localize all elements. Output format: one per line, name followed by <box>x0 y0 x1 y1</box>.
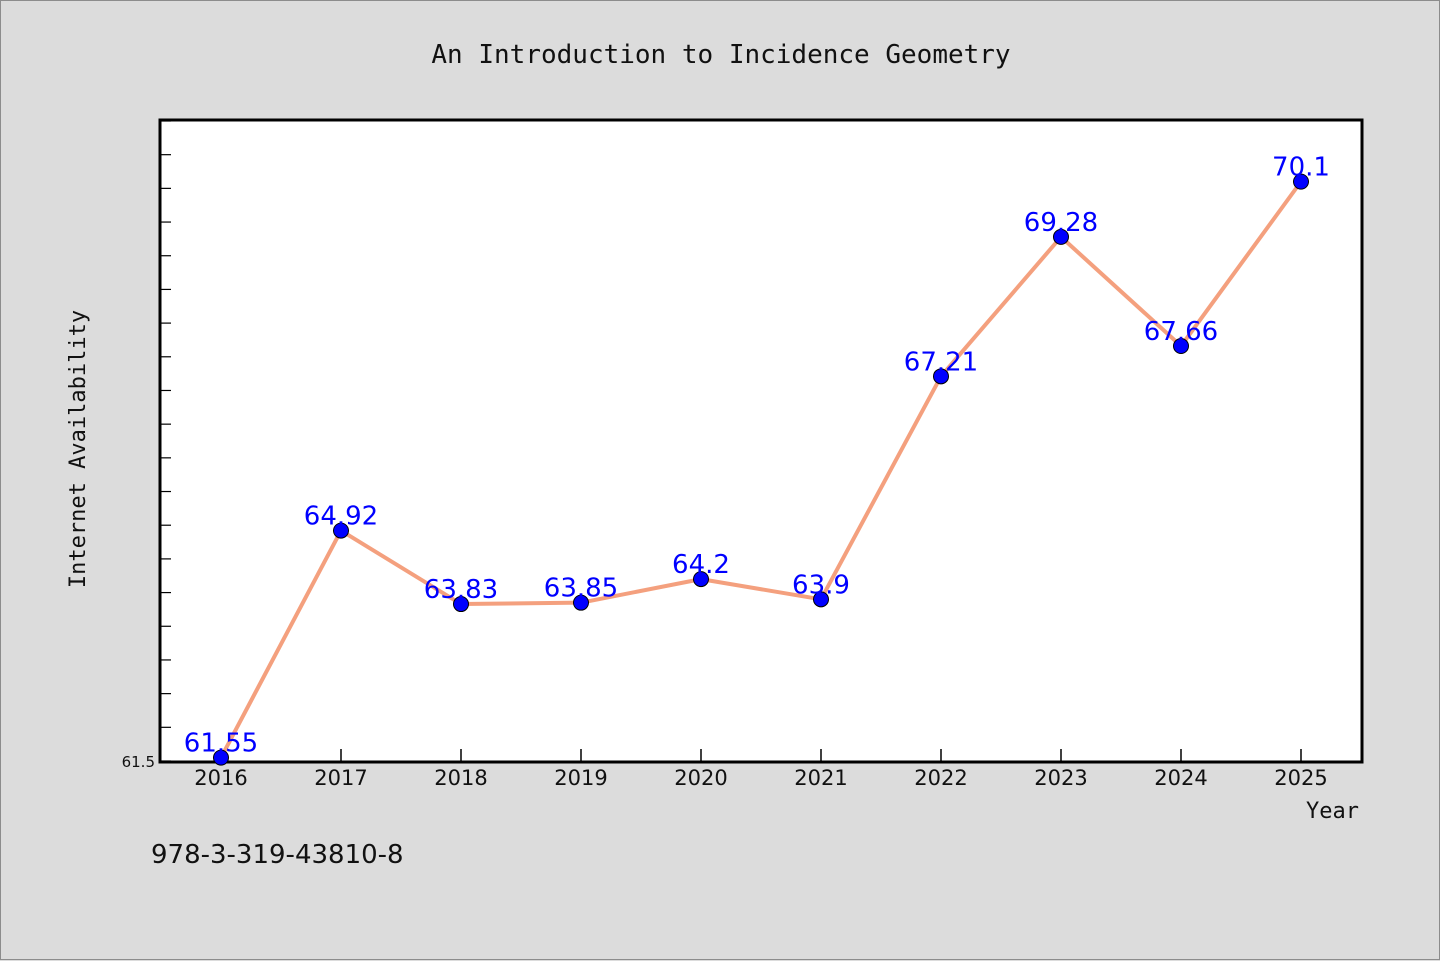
data-label: 67.21 <box>904 347 978 377</box>
data-point <box>693 571 709 588</box>
data-label: 70.1 <box>1272 153 1330 183</box>
plot-area <box>158 118 1364 764</box>
data-point <box>213 749 229 766</box>
data-point <box>453 596 469 613</box>
data-label: 69.28 <box>1024 208 1098 238</box>
data-markers <box>213 173 1309 766</box>
data-label: 63.83 <box>424 575 498 605</box>
x-tick-label: 2024 <box>1154 766 1207 790</box>
series-line-group <box>219 180 1303 759</box>
data-label: 67.66 <box>1144 317 1218 347</box>
isbn-footer: 978-3-319-43810-8 <box>151 840 404 870</box>
data-label: 64.92 <box>304 502 378 532</box>
data-point <box>933 368 949 385</box>
x-axis-label: Year <box>1306 799 1359 824</box>
data-point <box>1173 338 1189 355</box>
data-labels: 61.55 64.92 63.83 63.85 64.2 63.9 67.21 69.28 67… <box>184 153 1330 759</box>
data-point <box>333 522 349 539</box>
y-tick-label: 61.5 <box>122 753 155 771</box>
x-tick-label: 2022 <box>914 766 967 790</box>
data-label: 61.55 <box>184 729 258 759</box>
x-tick-label: 2016 <box>194 766 247 790</box>
y-axis-ticks: 61.5 <box>122 120 171 771</box>
x-tick-label: 2023 <box>1034 766 1087 790</box>
x-tick-label: 2017 <box>314 766 367 790</box>
data-label: 64.2 <box>672 550 730 580</box>
y-axis-label: Internet Availability <box>66 310 91 588</box>
data-point <box>813 591 829 608</box>
data-label: 63.9 <box>792 570 850 600</box>
x-tick-label: 2018 <box>434 766 487 790</box>
data-point <box>1053 228 1069 245</box>
x-tick-label: 2020 <box>674 766 727 790</box>
data-point <box>1293 173 1309 190</box>
series-line <box>219 180 1303 759</box>
x-tick-label: 2019 <box>554 766 607 790</box>
data-label: 63.85 <box>544 574 618 604</box>
x-axis-ticks: 2016 2017 2018 2019 2020 2021 2022 2023 2024 2025 <box>194 749 1328 790</box>
x-tick-label: 2025 <box>1274 766 1327 790</box>
x-tick-label: 2021 <box>794 766 847 790</box>
chart-title: An Introduction to Incidence Geometry <box>431 40 1010 70</box>
data-point <box>573 594 589 611</box>
